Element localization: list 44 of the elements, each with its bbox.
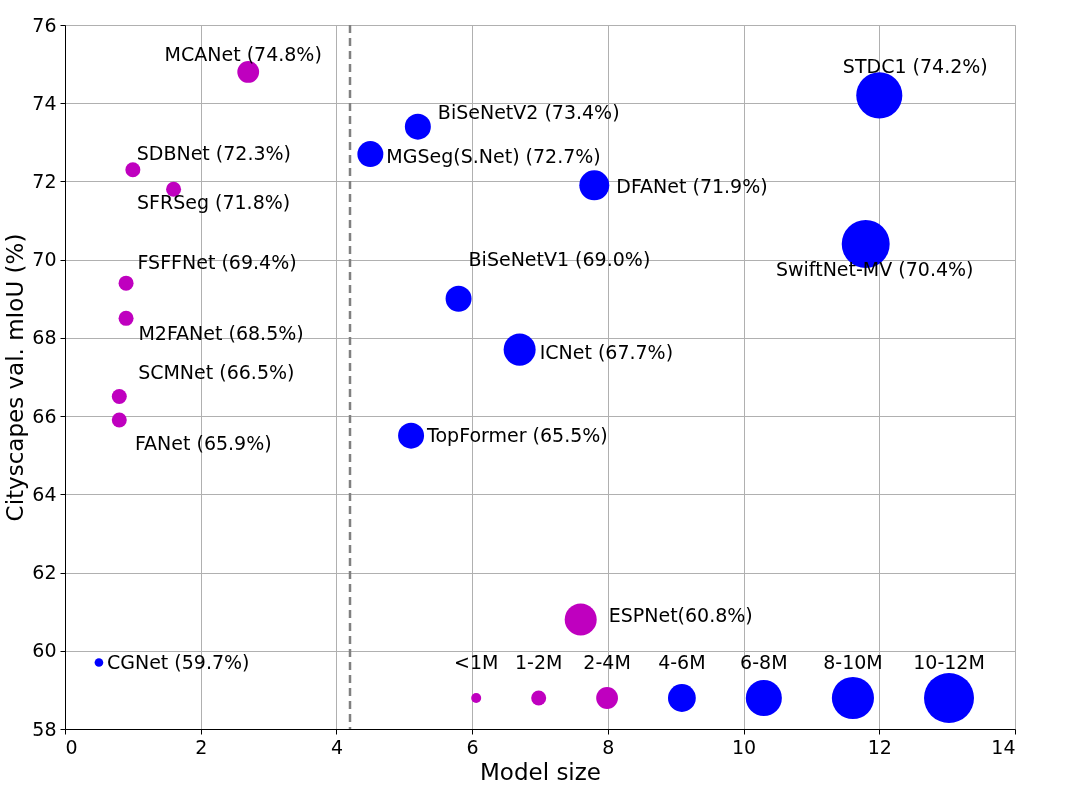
data-label: FSFFNet (69.4%): [137, 251, 297, 274]
y-tick-label: 64: [32, 482, 57, 505]
y-tick-label: 62: [32, 561, 57, 584]
data-label: MCANet (74.8%): [164, 42, 322, 65]
legend-label: <1M: [453, 651, 499, 673]
data-label: ICNet (67.7%): [539, 340, 674, 363]
y-tick-label: 70: [32, 248, 57, 271]
data-label: SFRSeg (71.8%): [136, 191, 291, 214]
legend-label: 8-10M: [823, 651, 883, 673]
x-tick-label: 0: [65, 735, 78, 758]
legend-label: 4-6M: [658, 651, 706, 673]
data-label: SCMNet (66.5%): [138, 360, 295, 383]
x-tick-label: 10: [731, 735, 757, 758]
data-label: M2FANet (68.5%): [138, 322, 304, 345]
y-tick-label: 58: [32, 717, 57, 740]
data-label: MGSeg(S.Net) (72.7%): [386, 145, 601, 168]
y-tick-label: 66: [32, 404, 57, 427]
y-tick-label: 72: [32, 169, 57, 192]
data-label: BiSeNetV1 (69.0%): [468, 247, 651, 270]
y-axis-title: Cityscapes val. mIoU (%): [2, 233, 29, 522]
x-tick-label: 6: [466, 735, 479, 758]
y-tick-label: 60: [32, 639, 57, 662]
x-tick-label: 8: [602, 735, 615, 758]
x-tick-label: 2: [195, 735, 208, 758]
y-tick-label: 68: [32, 326, 57, 349]
data-label: BiSeNetV2 (73.4%): [437, 100, 620, 123]
data-label: SwiftNet-MV (70.4%): [775, 258, 974, 281]
data-label: SDBNet (72.3%): [136, 141, 292, 164]
x-tick-label: 14: [991, 735, 1016, 758]
x-tick-label: 12: [867, 735, 892, 758]
legend-label: 1-2M: [514, 651, 563, 673]
data-label: STDC1 (74.2%): [842, 55, 988, 78]
data-label: CGNet (59.7%): [106, 650, 250, 673]
x-tick-label: 4: [330, 735, 343, 758]
x-axis-title: Model size: [480, 758, 601, 785]
legend-label: 6-8M: [740, 651, 788, 673]
data-label: FANet (65.9%): [134, 432, 272, 455]
legend-label: 2-4M: [583, 651, 631, 673]
y-tick-label: 76: [32, 13, 57, 36]
legend-label: 10-12M: [913, 651, 985, 673]
data-label: DFANet (71.9%): [616, 175, 768, 198]
data-label: ESPNet(60.8%): [608, 604, 753, 627]
y-tick-label: 74: [32, 91, 57, 114]
data-label: TopFormer (65.5%): [426, 423, 608, 446]
